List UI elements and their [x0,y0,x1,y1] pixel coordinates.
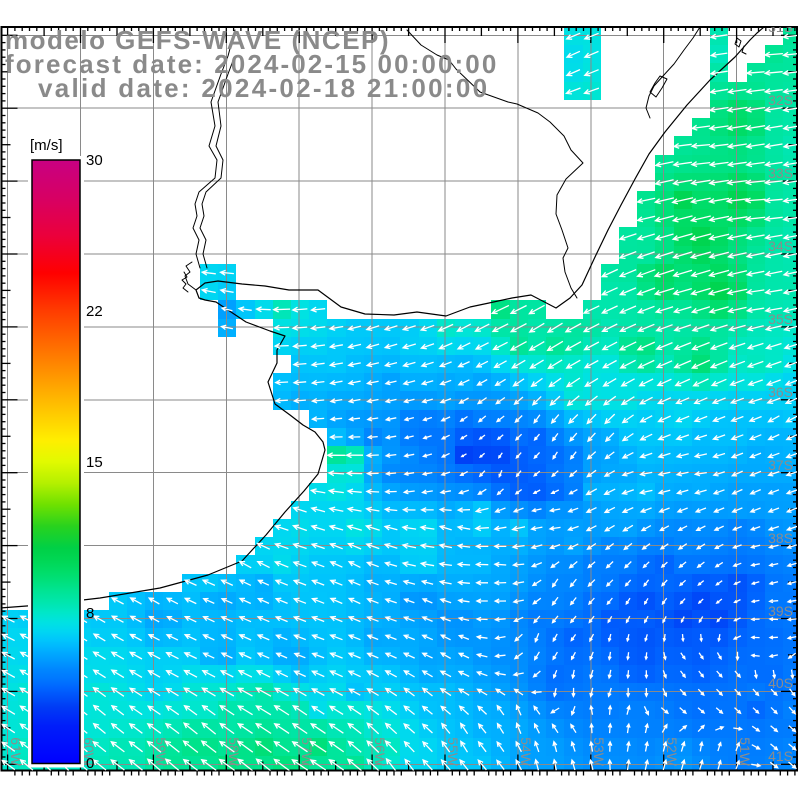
svg-text:22: 22 [86,303,103,320]
svg-text:53W: 53W [591,737,607,767]
svg-text:40S: 40S [768,675,793,691]
svg-text:34S: 34S [768,238,793,254]
svg-text:[m/s]: [m/s] [30,137,63,154]
svg-text:36S: 36S [768,384,793,400]
svg-text:41S: 41S [768,748,793,764]
svg-text:31S: 31S [768,19,793,35]
svg-text:15: 15 [86,454,103,471]
svg-text:52W: 52W [664,737,680,767]
svg-text:8: 8 [86,605,94,622]
svg-text:32S: 32S [768,92,793,108]
svg-text:modelo GEFS-WAVE (NCEP): modelo GEFS-WAVE (NCEP) [5,25,390,55]
svg-text:forecast date: 2024-02-15 00:0: forecast date: 2024-02-15 00:00:00 [5,49,498,79]
svg-text:valid date: 2024-02-18 21:00:0: valid date: 2024-02-18 21:00:00 [38,73,489,103]
svg-text:51W: 51W [737,737,753,767]
svg-text:54W: 54W [518,737,534,767]
svg-text:30: 30 [86,152,103,169]
svg-text:35S: 35S [768,311,793,327]
svg-text:0: 0 [86,755,94,772]
svg-text:55W: 55W [445,737,461,767]
svg-text:37S: 37S [768,457,793,473]
svg-text:56W: 56W [372,737,388,767]
svg-text:39S: 39S [768,603,793,619]
svg-text:38S: 38S [768,530,793,546]
svg-text:33S: 33S [768,165,793,181]
